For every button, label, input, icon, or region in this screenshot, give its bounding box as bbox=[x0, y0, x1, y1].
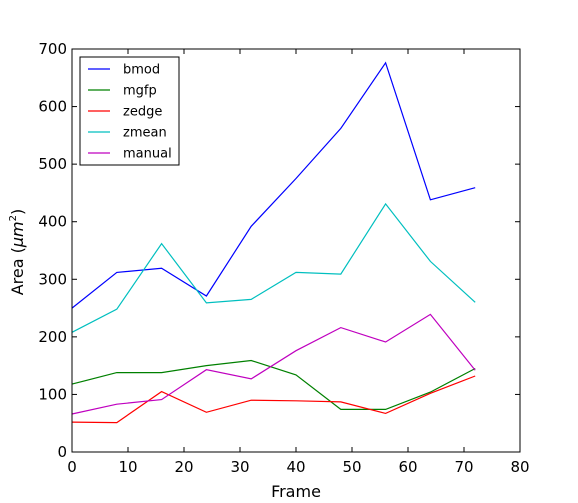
y-axis-label-prefix: Area ( bbox=[8, 247, 27, 295]
series-line-bmod bbox=[71, 61, 476, 309]
x-tick-label: 50 bbox=[342, 458, 361, 476]
y-tick-label: 400 bbox=[38, 213, 67, 231]
y-tick-label: 500 bbox=[38, 155, 67, 173]
series-lines bbox=[71, 61, 476, 424]
series-line-zmean bbox=[71, 202, 476, 333]
series-line-manual bbox=[71, 313, 476, 415]
y-axis-label: Area (μm2) bbox=[8, 209, 27, 296]
legend-label-mgfp: mgfp bbox=[123, 84, 157, 99]
axis-ticks bbox=[71, 48, 521, 453]
x-axis-label: Frame bbox=[271, 482, 321, 501]
y-tick-label: 200 bbox=[38, 328, 67, 346]
y-tick-label: 100 bbox=[38, 385, 67, 403]
x-tick-label: 40 bbox=[286, 458, 305, 476]
legend: bmod mgfp zedge zmean manual bbox=[79, 56, 180, 166]
x-tick-label: 80 bbox=[510, 458, 529, 476]
series-line-zedge bbox=[71, 375, 476, 424]
x-tick-label: 30 bbox=[230, 458, 249, 476]
y-tick-label: 700 bbox=[38, 40, 67, 58]
y-tick-label: 600 bbox=[38, 98, 67, 116]
y-tick-label: 300 bbox=[38, 270, 67, 288]
x-tick-label: 70 bbox=[454, 458, 473, 476]
legend-label-manual: manual bbox=[123, 147, 172, 162]
legend-entries: bmod mgfp zedge zmean manual bbox=[88, 63, 172, 162]
legend-label-zedge: zedge bbox=[123, 105, 162, 120]
legend-label-zmean: zmean bbox=[123, 126, 167, 141]
tick-labels: 0 10 20 30 40 50 60 70 80 0 100 200 300 400 500 600 700 bbox=[38, 40, 529, 476]
x-tick-label: 0 bbox=[67, 458, 77, 476]
y-tick-label: 0 bbox=[57, 443, 67, 461]
legend-label-bmod: bmod bbox=[123, 63, 160, 78]
y-axis-label-unit: μm bbox=[8, 221, 27, 248]
y-axis-label-exponent: 2 bbox=[8, 215, 19, 221]
x-tick-label: 60 bbox=[398, 458, 417, 476]
y-axis-label-suffix: ) bbox=[8, 209, 27, 215]
x-tick-label: 20 bbox=[174, 458, 193, 476]
series-line-mgfp bbox=[71, 359, 476, 410]
x-tick-label: 10 bbox=[118, 458, 137, 476]
